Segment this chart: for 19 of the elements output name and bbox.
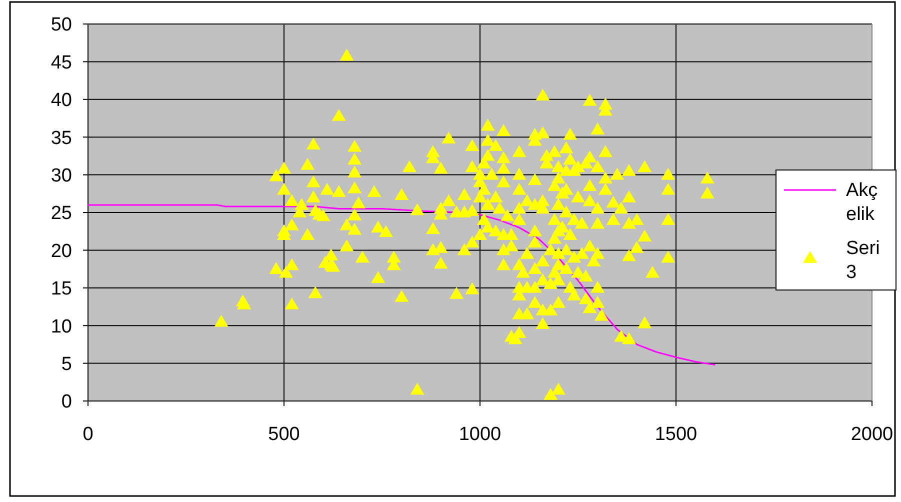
x-tick-label: 500 [268, 424, 300, 445]
x-tick-label: 1500 [654, 424, 698, 445]
y-tick-label: 45 [50, 52, 72, 74]
y-tick-label: 35 [50, 128, 72, 149]
x-tick-label: 0 [82, 424, 94, 445]
legend-label: Seri 3 [846, 238, 880, 283]
x-tick-label: 1000 [458, 424, 502, 445]
line-series [87, 204, 716, 366]
y-tick-label: 5 [61, 354, 72, 375]
y-tick-label: 25 [50, 203, 72, 224]
y-tick-label: 50 [50, 14, 72, 36]
legend-label: Akçelik [846, 180, 878, 225]
x-tick-label: 2000 [850, 424, 894, 445]
y-tick-label: 20 [50, 240, 72, 262]
y-tick-label: 0 [61, 392, 72, 413]
y-tick-label: 30 [50, 165, 72, 186]
y-tick-label: 10 [50, 316, 72, 338]
y-tick-label: 40 [50, 90, 72, 112]
y-tick-label: 15 [50, 278, 72, 300]
